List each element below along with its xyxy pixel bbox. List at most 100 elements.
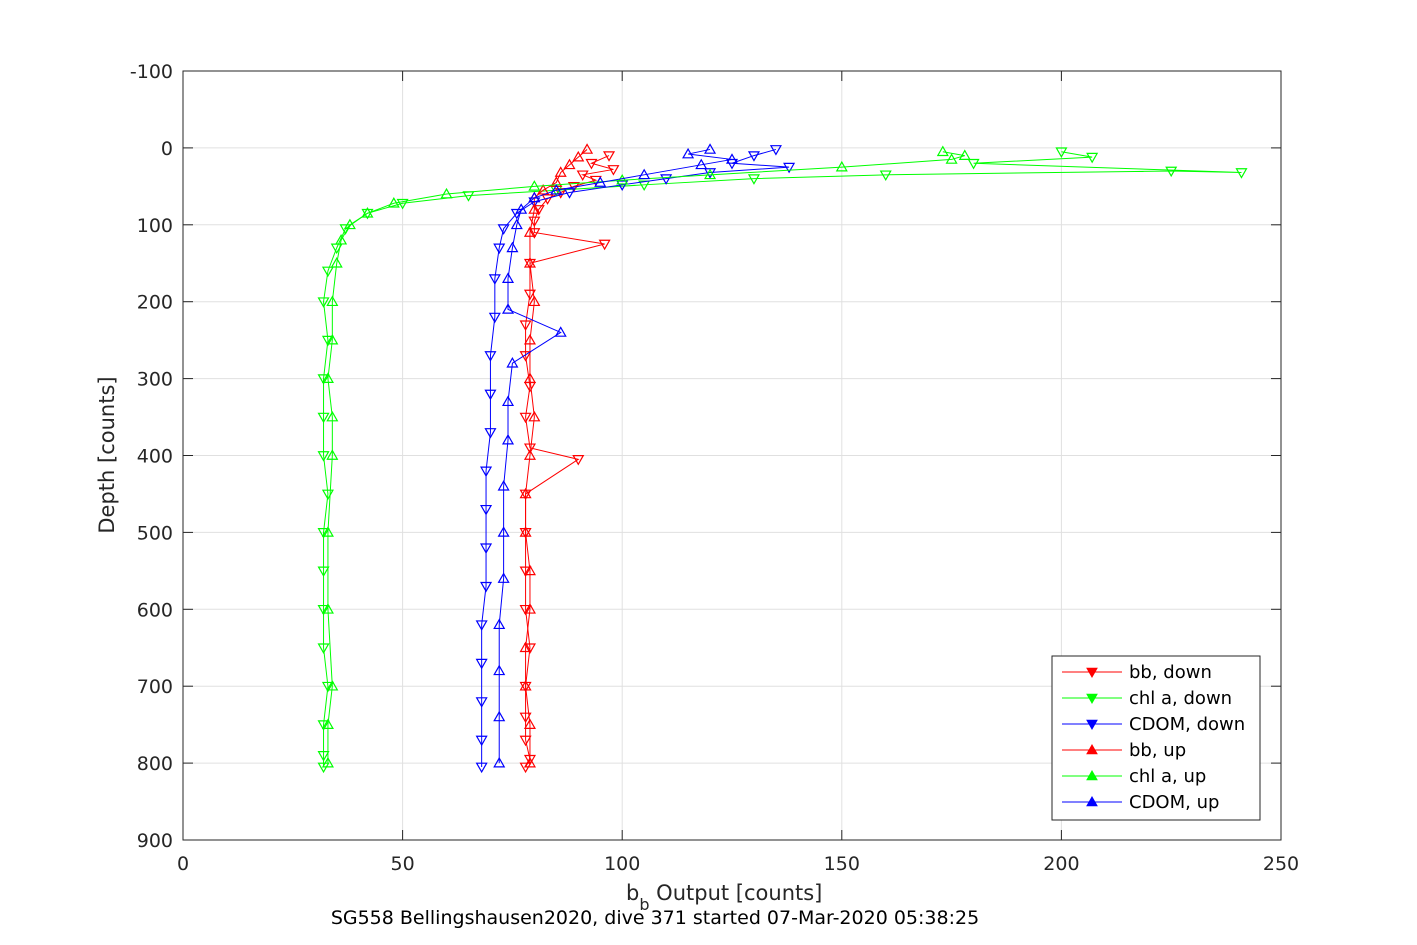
x-tick-label: 150 bbox=[824, 853, 860, 875]
data-point bbox=[493, 618, 506, 630]
data-point bbox=[326, 410, 339, 422]
data-point bbox=[563, 158, 576, 170]
data-point bbox=[335, 233, 348, 245]
data-point bbox=[321, 603, 334, 614]
data-point bbox=[475, 735, 488, 747]
data-point bbox=[523, 449, 537, 460]
data-point bbox=[510, 208, 523, 220]
data-point bbox=[519, 566, 532, 578]
data-point bbox=[321, 526, 334, 537]
legend-swatch-marker bbox=[1086, 769, 1098, 781]
data-point bbox=[783, 162, 796, 174]
series-layer bbox=[317, 143, 1248, 774]
data-point bbox=[576, 170, 589, 182]
x-axis-label: bb Output [counts] bbox=[626, 881, 822, 914]
data-point bbox=[528, 295, 541, 307]
data-point bbox=[501, 303, 515, 314]
data-point bbox=[519, 679, 532, 691]
data-point bbox=[501, 395, 515, 407]
series-2 bbox=[475, 145, 796, 774]
data-point bbox=[523, 603, 537, 614]
data-point bbox=[321, 266, 334, 278]
data-point bbox=[550, 183, 563, 195]
data-point bbox=[497, 224, 510, 235]
chart-caption: SG558 Bellingshausen2020, dive 371 start… bbox=[331, 907, 979, 929]
data-point bbox=[528, 228, 541, 239]
data-point bbox=[835, 160, 848, 172]
data-point bbox=[581, 143, 594, 154]
series-line bbox=[498, 148, 733, 764]
data-point bbox=[519, 412, 532, 424]
data-point bbox=[1235, 168, 1248, 179]
data-point bbox=[523, 333, 537, 345]
data-point bbox=[523, 643, 537, 654]
data-point bbox=[321, 335, 334, 347]
legend-label: chl a, down bbox=[1129, 688, 1232, 709]
data-point bbox=[361, 207, 374, 218]
data-point bbox=[554, 188, 567, 199]
data-point bbox=[554, 326, 567, 337]
y-tick-label: 400 bbox=[137, 446, 173, 468]
y-tick-label: -100 bbox=[130, 61, 173, 83]
series-line bbox=[323, 151, 1242, 767]
data-point bbox=[523, 718, 537, 729]
data-point bbox=[1165, 166, 1178, 178]
legend-swatch-marker bbox=[1086, 693, 1098, 705]
data-point bbox=[493, 756, 506, 768]
data-point bbox=[497, 572, 510, 583]
data-point bbox=[523, 564, 537, 576]
ticks: 0 50 100 150 200 250 -100 0 100 200 300 400 500 600 70… bbox=[130, 61, 1299, 875]
legend-label: bb, up bbox=[1129, 740, 1186, 761]
data-point bbox=[638, 168, 651, 180]
data-point bbox=[515, 203, 528, 214]
data-point bbox=[493, 710, 506, 722]
data-point bbox=[480, 504, 493, 516]
legend-item: chl a, down bbox=[1062, 688, 1232, 709]
data-point bbox=[747, 174, 760, 185]
series-line bbox=[481, 148, 790, 767]
series-0 bbox=[519, 151, 620, 774]
data-point bbox=[660, 174, 673, 185]
y-tick-label: 600 bbox=[137, 599, 173, 621]
data-point bbox=[326, 679, 339, 691]
legend: bb, down chl a, down CDOM, down bb, up chl a… bbox=[1051, 655, 1261, 821]
data-point bbox=[317, 297, 330, 308]
data-point bbox=[510, 218, 523, 230]
data-point bbox=[339, 224, 352, 235]
data-point bbox=[321, 372, 334, 383]
data-point bbox=[607, 165, 620, 176]
data-point bbox=[1086, 152, 1099, 164]
data-point bbox=[497, 526, 510, 537]
data-point bbox=[769, 145, 782, 156]
legend-item: bb, down bbox=[1062, 662, 1212, 683]
legend-item: bb, up bbox=[1062, 740, 1186, 761]
y-tick-label: 200 bbox=[137, 292, 173, 314]
data-point bbox=[321, 718, 334, 729]
data-point bbox=[594, 176, 607, 187]
data-point bbox=[326, 295, 339, 307]
x-tick-label: 200 bbox=[1043, 853, 1079, 875]
series-4 bbox=[321, 145, 971, 768]
data-point bbox=[523, 372, 537, 383]
data-point bbox=[484, 428, 497, 439]
data-point bbox=[1055, 147, 1068, 158]
series-5 bbox=[493, 143, 739, 768]
data-point bbox=[440, 187, 453, 199]
data-point bbox=[497, 480, 510, 491]
series-3 bbox=[519, 143, 594, 768]
data-point bbox=[326, 333, 339, 345]
data-point bbox=[554, 166, 567, 177]
data-point bbox=[317, 720, 330, 731]
data-point bbox=[475, 697, 488, 708]
data-point bbox=[317, 566, 330, 578]
y-tick-label: 500 bbox=[137, 522, 173, 544]
data-point bbox=[523, 226, 537, 237]
data-point bbox=[321, 681, 334, 693]
data-point bbox=[475, 620, 488, 631]
legend-item: CDOM, down bbox=[1062, 714, 1245, 735]
legend-box bbox=[1051, 655, 1261, 821]
data-point bbox=[396, 198, 409, 210]
data-point bbox=[528, 203, 541, 214]
data-point bbox=[936, 145, 949, 157]
